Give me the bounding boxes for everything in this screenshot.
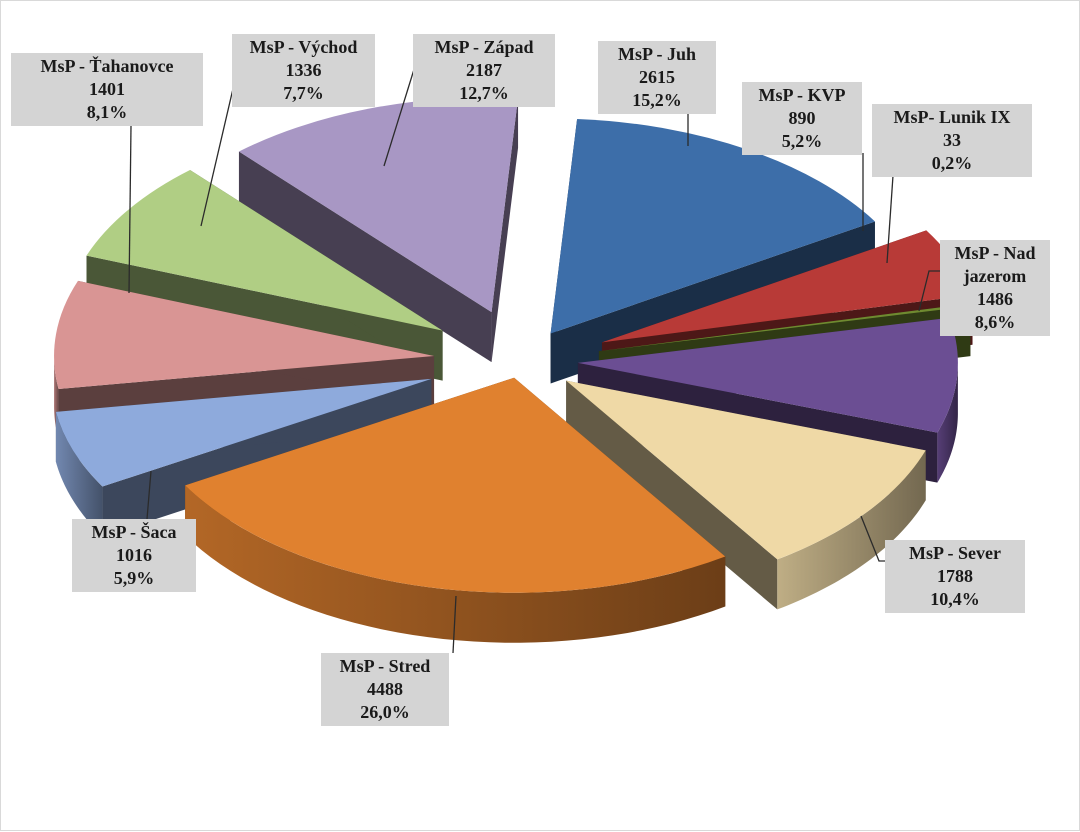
slice-msp-sever-side-end <box>566 380 778 610</box>
label-kvp: MsP - KVP 890 5,2% <box>742 82 862 155</box>
slice-msp-nad-jazerom-top <box>577 317 958 433</box>
label-sever-percent: 10,4% <box>930 589 980 609</box>
label-lunik-name: MsP- Lunik IX <box>893 107 1011 127</box>
label-saca: MsP - Šaca 1016 5,9% <box>72 519 196 592</box>
slice-msp-saca <box>55 378 432 537</box>
slice-msp-vychod-top <box>86 170 443 331</box>
slice-msp-zapad-side-end <box>491 97 519 363</box>
label-vychod: MsP - Východ 1336 7,7% <box>232 34 375 107</box>
slice-msp-kvp-top <box>601 230 973 343</box>
label-vychod-name: MsP - Východ <box>249 37 358 57</box>
label-zapad-name: MsP - Západ <box>434 37 534 57</box>
label-tahanovce: MsP - Ťahanovce 1401 8,1% <box>11 53 203 126</box>
label-lunik-percent: 0,2% <box>931 153 973 173</box>
slice-msp-sever-top <box>566 380 926 560</box>
label-juh-name: MsP - Juh <box>617 44 696 64</box>
label-zapad: MsP - Západ 2187 12,7% <box>413 34 555 107</box>
label-lunik: MsP- Lunik IX 33 0,2% <box>872 104 1032 177</box>
label-zapad-value: 2187 <box>466 60 502 80</box>
slice-msp-zapad <box>238 97 519 363</box>
slice-msp-sever <box>566 380 926 610</box>
slice-msp-stred-wall <box>185 485 726 643</box>
label-tahanovce-value: 1401 <box>89 79 125 99</box>
label-tahanovce-name: MsP - Ťahanovce <box>40 56 174 76</box>
label-stred-name: MsP - Stred <box>339 656 431 676</box>
slice-msp-lunik-ix-top <box>598 303 971 352</box>
label-vychod-percent: 7,7% <box>283 83 324 103</box>
label-juh: MsP - Juh 2615 15,2% <box>598 41 716 114</box>
leader-line-msp-stred <box>452 595 457 654</box>
leader-line-msp-tahanovce <box>128 125 132 294</box>
label-nad-jazerom: MsP - Nad jazerom 1486 8,6% <box>940 240 1050 336</box>
label-kvp-name: MsP - KVP <box>758 85 846 105</box>
label-saca-percent: 5,9% <box>113 568 155 588</box>
leader-line-msp-saca <box>146 470 152 520</box>
slice-msp-tahanovce-top <box>54 280 435 389</box>
slice-msp-saca-wall <box>55 411 103 537</box>
label-vychod-value: 1336 <box>285 60 322 80</box>
label-tahanovce-percent: 8,1% <box>86 102 128 122</box>
label-zapad-percent: 12,7% <box>459 83 509 103</box>
slice-msp-saca-top <box>55 378 432 487</box>
leader-line-msp-sever <box>860 515 885 562</box>
leader-line-msp-nad-jazerom <box>918 270 941 312</box>
label-stred-percent: 26,0% <box>360 702 410 722</box>
label-kvp-value: 890 <box>788 108 816 128</box>
label-saca-value: 1016 <box>116 545 152 565</box>
label-juh-value: 2615 <box>639 67 675 87</box>
label-stred-value: 4488 <box>367 679 403 699</box>
slice-msp-sever-wall <box>777 450 926 610</box>
slice-msp-stred <box>185 377 726 643</box>
slice-msp-zapad-side-start <box>238 151 492 363</box>
label-sever: MsP - Sever 1788 10,4% <box>885 540 1025 613</box>
leader-line-msp-zapad <box>383 62 417 167</box>
label-nad-jazerom-name-1: MsP - Nad <box>954 243 1036 263</box>
label-nad-jazerom-percent: 8,6% <box>974 312 1016 332</box>
slice-msp-zapad-top <box>238 97 519 313</box>
label-nad-jazerom-value: 1486 <box>977 289 1013 309</box>
leader-line-msp-lunik-ix <box>886 160 895 264</box>
label-sever-value: 1788 <box>937 566 973 586</box>
label-saca-name: MsP - Šaca <box>91 522 177 542</box>
slice-msp-juh-top <box>550 118 875 334</box>
label-juh-percent: 15,2% <box>632 90 682 110</box>
label-nad-jazerom-name-2: jazerom <box>963 266 1027 286</box>
slice-msp-nad-jazerom-wall <box>937 361 958 483</box>
label-lunik-value: 33 <box>943 130 961 150</box>
label-kvp-percent: 5,2% <box>781 131 823 151</box>
slice-msp-stred-top <box>185 377 726 593</box>
label-sever-name: MsP - Sever <box>909 543 1001 563</box>
label-stred: MsP - Stred 4488 26,0% <box>321 653 449 726</box>
